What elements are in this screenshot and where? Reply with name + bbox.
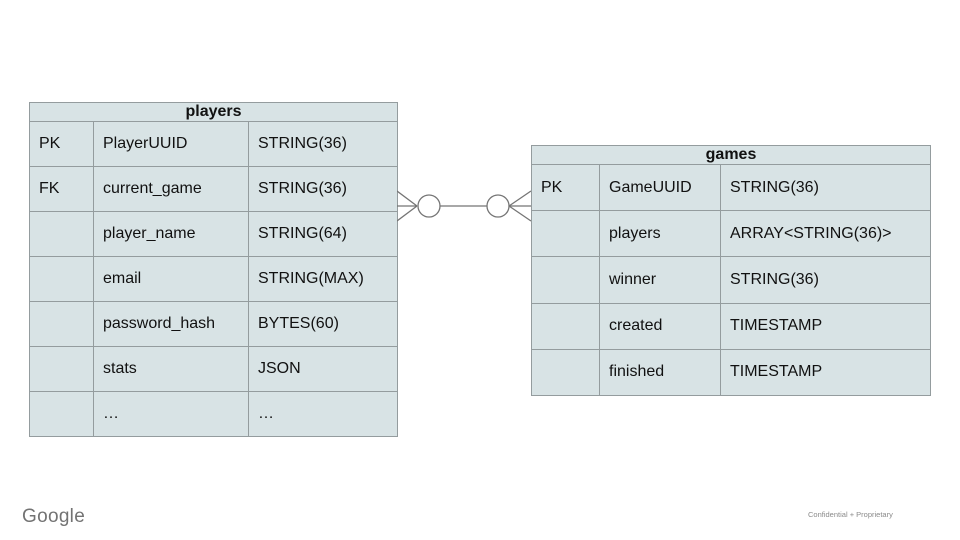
players-table-header-row: players <box>29 102 398 122</box>
players-key-cell <box>29 391 94 437</box>
players-field-cell: stats <box>93 346 249 392</box>
players-field-cell: player_name <box>93 211 249 257</box>
games-field-cell: finished <box>599 348 721 397</box>
games-key-cell <box>531 302 600 350</box>
players-type-cell: STRING(36) <box>248 121 398 167</box>
games-table-header-row: games <box>531 145 931 165</box>
zero-cardinality-right-icon <box>486 194 510 218</box>
table-row: stats JSON <box>29 346 398 392</box>
table-row: winner STRING(36) <box>531 256 931 304</box>
games-field-cell: created <box>599 302 721 350</box>
table-row: email STRING(MAX) <box>29 256 398 302</box>
games-type-cell: STRING(36) <box>720 256 931 304</box>
players-field-cell: password_hash <box>93 301 249 347</box>
players-key-cell <box>29 301 94 347</box>
players-table: players PK PlayerUUID STRING(36) FK current_… <box>29 102 398 437</box>
relationship-connector <box>397 190 531 222</box>
players-field-cell: current_game <box>93 166 249 212</box>
players-type-cell: STRING(MAX) <box>248 256 398 302</box>
players-type-cell: JSON <box>248 346 398 392</box>
players-field-cell: PlayerUUID <box>93 121 249 167</box>
players-table-title: players <box>29 102 398 122</box>
zero-cardinality-left-icon <box>417 194 441 218</box>
games-key-cell <box>531 348 600 397</box>
table-row: …… <box>29 391 398 437</box>
games-key-cell: PK <box>531 163 600 212</box>
games-type-cell: STRING(36) <box>720 163 931 212</box>
table-row: player_name STRING(64) <box>29 211 398 257</box>
games-field-cell: players <box>599 210 721 258</box>
google-logo: Google <box>22 506 86 527</box>
table-row: created TIMESTAMP <box>531 302 931 350</box>
players-type-cell: … <box>248 391 398 437</box>
players-key-cell <box>29 346 94 392</box>
games-key-cell <box>531 256 600 304</box>
players-key-cell: PK <box>29 121 94 167</box>
players-type-cell: STRING(36) <box>248 166 398 212</box>
players-key-cell <box>29 256 94 302</box>
confidential-label: Confidential + Proprietary <box>808 510 893 519</box>
players-key-cell <box>29 211 94 257</box>
games-field-cell: winner <box>599 256 721 304</box>
players-field-cell: … <box>93 391 249 437</box>
table-row: FK current_game STRING(36) <box>29 166 398 212</box>
games-type-cell: ARRAY<STRING(36)> <box>720 210 931 258</box>
players-type-cell: BYTES(60) <box>248 301 398 347</box>
games-table: games PK GameUUID STRING(36) players ARRAY<S… <box>531 145 931 397</box>
games-field-cell: GameUUID <box>599 163 721 212</box>
table-row: PK GameUUID STRING(36) <box>531 163 931 212</box>
games-type-cell: TIMESTAMP <box>720 348 931 397</box>
games-type-cell: TIMESTAMP <box>720 302 931 350</box>
table-row: PK PlayerUUID STRING(36) <box>29 121 398 167</box>
players-field-cell: email <box>93 256 249 302</box>
table-row: password_hash BYTES(60) <box>29 301 398 347</box>
crow-foot-right-icon <box>508 190 531 222</box>
table-row: finished TIMESTAMP <box>531 348 931 397</box>
table-row: players ARRAY<STRING(36)> <box>531 210 931 258</box>
players-key-cell: FK <box>29 166 94 212</box>
crow-foot-left-icon <box>397 190 418 222</box>
games-table-title: games <box>531 145 931 165</box>
players-type-cell: STRING(64) <box>248 211 398 257</box>
games-key-cell <box>531 210 600 258</box>
